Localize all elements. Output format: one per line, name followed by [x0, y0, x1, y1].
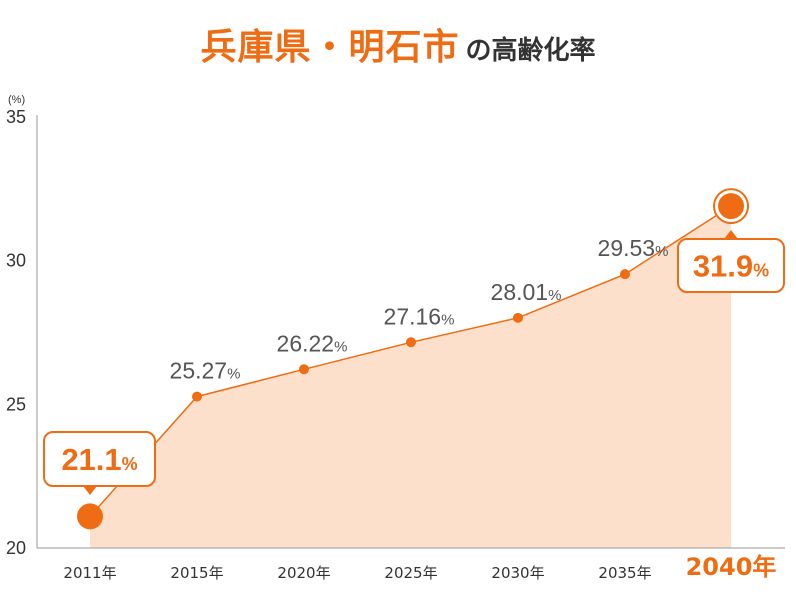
- y-unit-label: (%): [8, 94, 25, 106]
- x-tick-label: 2020年: [277, 564, 330, 582]
- data-point-highlight: [77, 503, 103, 530]
- data-point: [620, 269, 630, 280]
- data-label: 27.16%: [384, 303, 455, 329]
- callout-value: 21.1: [61, 442, 121, 477]
- data-label-unit: %: [548, 287, 561, 304]
- data-label: 29.53%: [598, 235, 669, 261]
- data-label-value: 25.27: [170, 358, 228, 384]
- data-point-highlight: [718, 193, 744, 220]
- series-area: [90, 206, 731, 548]
- data-label-unit: %: [334, 338, 347, 355]
- data-label: 28.01%: [491, 279, 562, 305]
- x-tick-label: 2030年: [491, 564, 544, 582]
- callout-pointer: [83, 486, 97, 495]
- data-label: 25.27%: [170, 358, 241, 384]
- data-point: [299, 364, 309, 375]
- data-point: [192, 391, 202, 402]
- callout-unit: %: [122, 454, 138, 474]
- chart-title: 兵庫県・明石市 の高齢化率: [0, 18, 796, 70]
- data-point: [513, 312, 523, 323]
- data-label-value: 28.01: [491, 279, 549, 305]
- callout-value: 31.9: [693, 249, 753, 284]
- callout-label: 31.9%: [693, 249, 769, 284]
- x-tick-label: 2025年: [384, 564, 437, 582]
- y-tick-label: 25: [6, 394, 26, 414]
- data-label-value: 27.16: [384, 303, 442, 329]
- data-point: [406, 337, 416, 348]
- data-label: 26.22%: [277, 330, 348, 356]
- x-tick-label: 2015年: [170, 564, 223, 582]
- callout-label: 21.1%: [61, 442, 137, 477]
- y-tick-label: 20: [6, 538, 26, 558]
- y-tick-label: 35: [6, 107, 26, 127]
- callout-box: [43, 431, 156, 487]
- data-label-value: 29.53: [598, 235, 656, 261]
- data-label-unit: %: [655, 243, 668, 260]
- x-tick-label: 2011年: [63, 564, 116, 582]
- callout-pointer: [724, 230, 738, 239]
- data-label-value: 26.22: [277, 330, 335, 356]
- x-tick-label: 2035年: [598, 564, 651, 582]
- data-label-unit: %: [227, 366, 240, 383]
- callout-unit: %: [753, 261, 769, 281]
- title-main: 兵庫県・明石市: [200, 27, 460, 68]
- title-sub: の高齢化率: [465, 36, 596, 66]
- data-label-unit: %: [441, 311, 454, 328]
- x-tick-label-highlight: 2040年: [686, 553, 777, 581]
- y-tick-label: 30: [6, 251, 26, 271]
